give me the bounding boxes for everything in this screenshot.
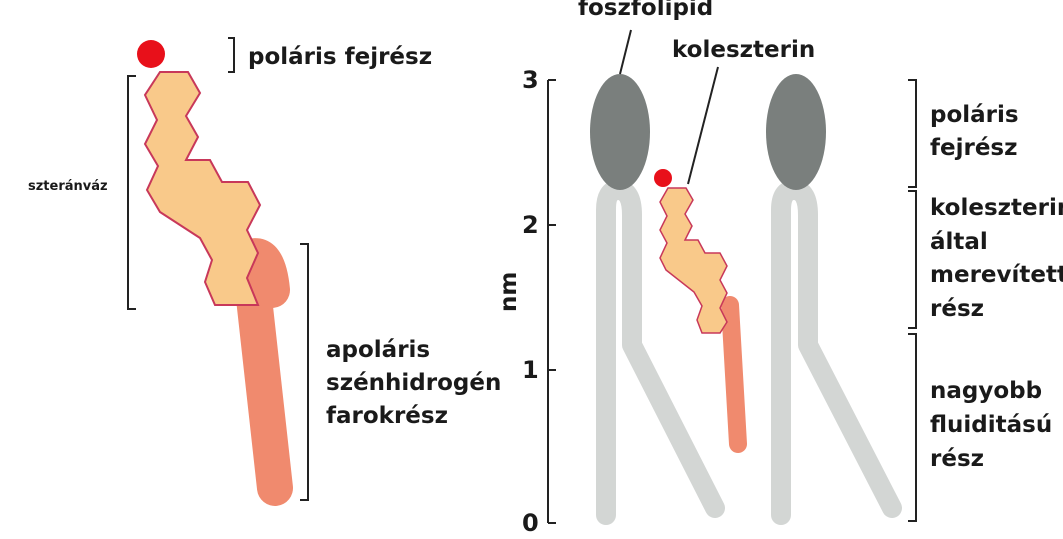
region-rigid-line-4: rész	[930, 296, 984, 322]
region-rigid-bracket	[908, 190, 917, 329]
region-rigid-line-1: koleszterin	[930, 195, 1063, 221]
phospholipid-2	[766, 74, 902, 525]
apolar-label-line-2: szénhidrogén	[326, 370, 501, 396]
cholesterol-molecule-large	[137, 40, 293, 506]
cholesterol-pointer	[687, 66, 719, 185]
cholesterol-molecule-small	[654, 169, 747, 453]
sterane-rings-small	[659, 187, 728, 334]
apolar-label-line-1: apoláris	[326, 337, 430, 363]
phospholipid-2-tail-left	[771, 180, 804, 525]
phospholipid-1-tail-right	[608, 180, 725, 518]
phospholipid-pointer	[619, 29, 632, 75]
hydroxyl-head-small	[654, 169, 672, 187]
y-tick-label-1: 1	[522, 356, 539, 384]
phospholipid-1-tail-left	[596, 180, 628, 525]
phospholipid-1-head	[590, 74, 650, 190]
region-fluid-line-2: fluiditású	[930, 412, 1052, 438]
region-fluid-line-1: nagyobb	[930, 378, 1042, 404]
region-fluid-bracket	[908, 333, 917, 522]
region-rigid-line-3: merevített	[930, 262, 1063, 288]
phospholipid-1	[590, 74, 725, 525]
region-polar-line-2: fejrész	[930, 135, 1018, 161]
polar-head-label: poláris fejrész	[248, 44, 432, 70]
sterane-bracket	[127, 75, 136, 310]
apolar-label-line-3: farokrész	[326, 403, 448, 429]
region-rigid-line-2: által	[930, 229, 988, 255]
y-tick-label-3: 3	[522, 66, 539, 94]
y-tick-label-2: 2	[522, 211, 539, 239]
y-tick-label-0: 0	[522, 509, 539, 537]
cholesterol-tail-small	[721, 296, 747, 453]
polar-head-bracket	[228, 37, 235, 73]
phospholipid-2-tail-right	[784, 180, 902, 518]
region-fluid-line-3: rész	[930, 446, 984, 472]
region-polar-line-1: poláris	[930, 102, 1019, 128]
axis-unit-label: nm	[496, 272, 522, 312]
phospholipid-2-head	[766, 74, 826, 190]
sterane-label: szteránváz	[28, 179, 108, 194]
sterane-rings-large	[143, 71, 262, 306]
region-polar-bracket	[908, 79, 917, 188]
apolar-tail-bracket	[300, 243, 309, 501]
cholesterol-label: koleszterin	[672, 37, 815, 63]
phospholipid-label: foszfolipid	[578, 0, 713, 21]
hydroxyl-head-large	[137, 40, 165, 68]
